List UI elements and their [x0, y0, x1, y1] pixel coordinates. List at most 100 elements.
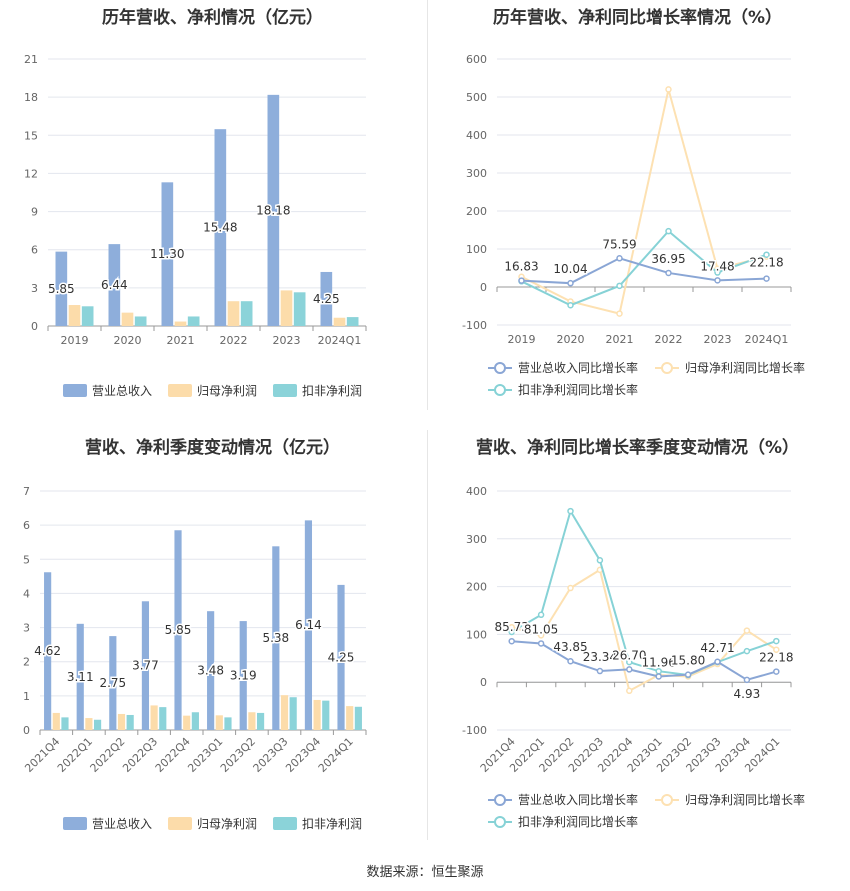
data-label: 81.05: [524, 622, 558, 636]
y-tick-label: 2: [23, 656, 30, 669]
y-tick-label: 400: [466, 129, 487, 142]
data-label: 4.25: [328, 650, 355, 664]
data-point: [743, 676, 751, 684]
bar-net-profit: [183, 715, 191, 730]
y-tick-label: 300: [466, 167, 487, 180]
y-tick-label: 1: [23, 690, 30, 703]
bar-revenue: [108, 244, 121, 326]
data-label: 4.25: [313, 292, 340, 306]
data-point: [596, 557, 604, 564]
bar-revenue: [267, 94, 280, 327]
chart-title: 历年营收、净利情况（亿元）: [102, 8, 323, 28]
series-line: [511, 640, 777, 681]
x-tick-label: 2022Q4: [153, 735, 193, 775]
data-point: [773, 637, 780, 645]
y-tick-label: 3: [23, 622, 30, 635]
legend-swatch: [63, 384, 87, 397]
bar-deducted-profit: [134, 316, 147, 326]
data-point: [596, 667, 604, 675]
data-point: [508, 637, 515, 645]
legend-swatch: [661, 794, 673, 806]
y-tick-label: -100: [462, 319, 487, 332]
bar-deducted-profit: [240, 301, 253, 326]
quarterly-growth-rate-svg: -10001002003004002021Q42022Q12022Q22022Q…: [462, 485, 805, 829]
bar-deducted-profit: [187, 316, 200, 326]
bar-revenue: [320, 271, 333, 326]
y-tick-label: 500: [466, 91, 487, 104]
bar-net-profit: [346, 706, 354, 730]
y-tick-label: 4: [23, 587, 30, 600]
data-label: 36.95: [651, 252, 685, 266]
data-label: 5.85: [165, 623, 192, 637]
x-tick-label: 2023: [704, 333, 732, 346]
y-tick-label: 9: [31, 206, 38, 219]
data-label: 11.96: [642, 655, 676, 669]
y-tick-label: 100: [466, 628, 487, 641]
data-point: [763, 251, 770, 258]
data-label: 5.38: [262, 631, 289, 645]
data-label: 17.48: [700, 259, 734, 273]
data-point: [665, 227, 672, 235]
bar-revenue: [141, 601, 150, 730]
data-label: 11.30: [150, 247, 184, 261]
legend-swatch: [494, 384, 506, 396]
data-point: [508, 628, 515, 636]
data-point: [616, 255, 623, 262]
legend-label: 营业总收入同比增长率: [518, 792, 638, 807]
chart-title: 营收、净利同比增长率季度变动情况（%）: [475, 438, 800, 458]
data-label: 43.85: [553, 640, 587, 654]
data-point: [537, 632, 545, 639]
bar-deducted-profit: [81, 306, 94, 326]
bar-revenue: [76, 623, 84, 730]
bar-net-profit: [215, 715, 223, 730]
data-point: [714, 658, 721, 666]
data-label: 3.11: [67, 670, 94, 684]
series-line: [521, 89, 767, 315]
y-tick-label: 0: [480, 281, 487, 294]
data-point: [567, 507, 574, 515]
data-point: [567, 279, 574, 287]
y-tick-label: 6: [23, 519, 30, 532]
bar-net-profit: [150, 705, 158, 730]
quarterly-revenue-profit-chart: 营收、净利季度变动情况（亿元） 0 1 2 3 4 5 6 7 2021Q4 2022Q1 2022…: [0, 425, 425, 850]
x-tick-label: 2022Q2: [88, 735, 128, 775]
y-tick-label: 7: [23, 485, 30, 498]
data-point: [537, 640, 545, 647]
x-tick-label: 2020: [114, 334, 142, 347]
x-tick-label: 2020: [557, 333, 585, 346]
data-point: [743, 647, 751, 655]
bar-revenue: [337, 584, 345, 730]
bar-deducted-profit: [293, 292, 306, 326]
x-tick-label: 2022: [655, 333, 683, 346]
bar-revenue: [109, 636, 117, 730]
data-label: 4.93: [734, 687, 761, 701]
bar-deducted-profit: [354, 706, 362, 730]
legend-swatch: [168, 384, 192, 397]
bar-deducted-profit: [61, 717, 69, 730]
quarterly-revenue-profit-svg: 012345672021Q42022Q12022Q22022Q32022Q420…: [22, 485, 367, 831]
legend-swatch: [661, 362, 673, 374]
bar-deducted-profit: [191, 712, 199, 730]
bar-deducted-profit: [159, 707, 167, 730]
legend-label: 营业总收入: [92, 384, 152, 398]
y-tick-label: 21: [24, 53, 38, 66]
annual-revenue-profit-svg: 0 3 6 9 12 15 18 21 2019 2020 2021 2022 2023 2024Q1 5.…: [24, 53, 367, 398]
x-tick-label: 2019: [61, 334, 89, 347]
bar-revenue: [174, 530, 182, 730]
bar-net-profit: [85, 718, 93, 730]
bar-deducted-profit: [346, 317, 359, 326]
bar-revenue: [304, 520, 313, 730]
y-tick-label: 12: [24, 167, 38, 180]
y-tick-label: 3: [31, 282, 38, 295]
data-label: 3.77: [132, 659, 159, 673]
data-point: [626, 666, 633, 673]
x-tick-label: 2023Q1: [185, 735, 225, 775]
legend-swatch: [63, 817, 87, 830]
bar-net-profit: [68, 305, 81, 326]
x-tick-label: 2021Q4: [22, 735, 62, 775]
data-label: 4.62: [34, 644, 61, 658]
data-point: [616, 310, 623, 317]
data-point: [655, 673, 662, 680]
series-line: [511, 508, 777, 677]
bar-net-profit: [333, 317, 346, 326]
